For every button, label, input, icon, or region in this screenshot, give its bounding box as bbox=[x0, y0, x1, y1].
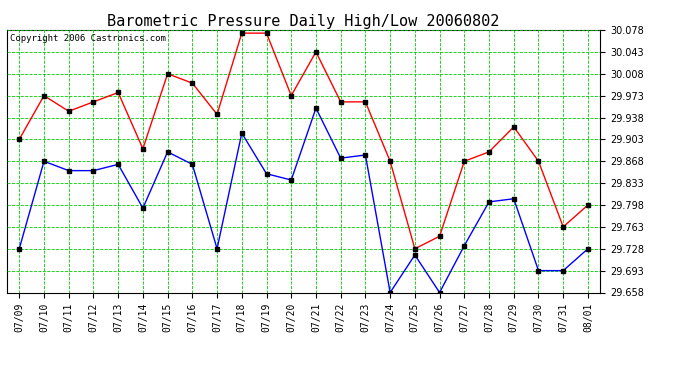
Title: Barometric Pressure Daily High/Low 20060802: Barometric Pressure Daily High/Low 20060… bbox=[108, 14, 500, 29]
Text: Copyright 2006 Castronics.com: Copyright 2006 Castronics.com bbox=[10, 34, 166, 43]
